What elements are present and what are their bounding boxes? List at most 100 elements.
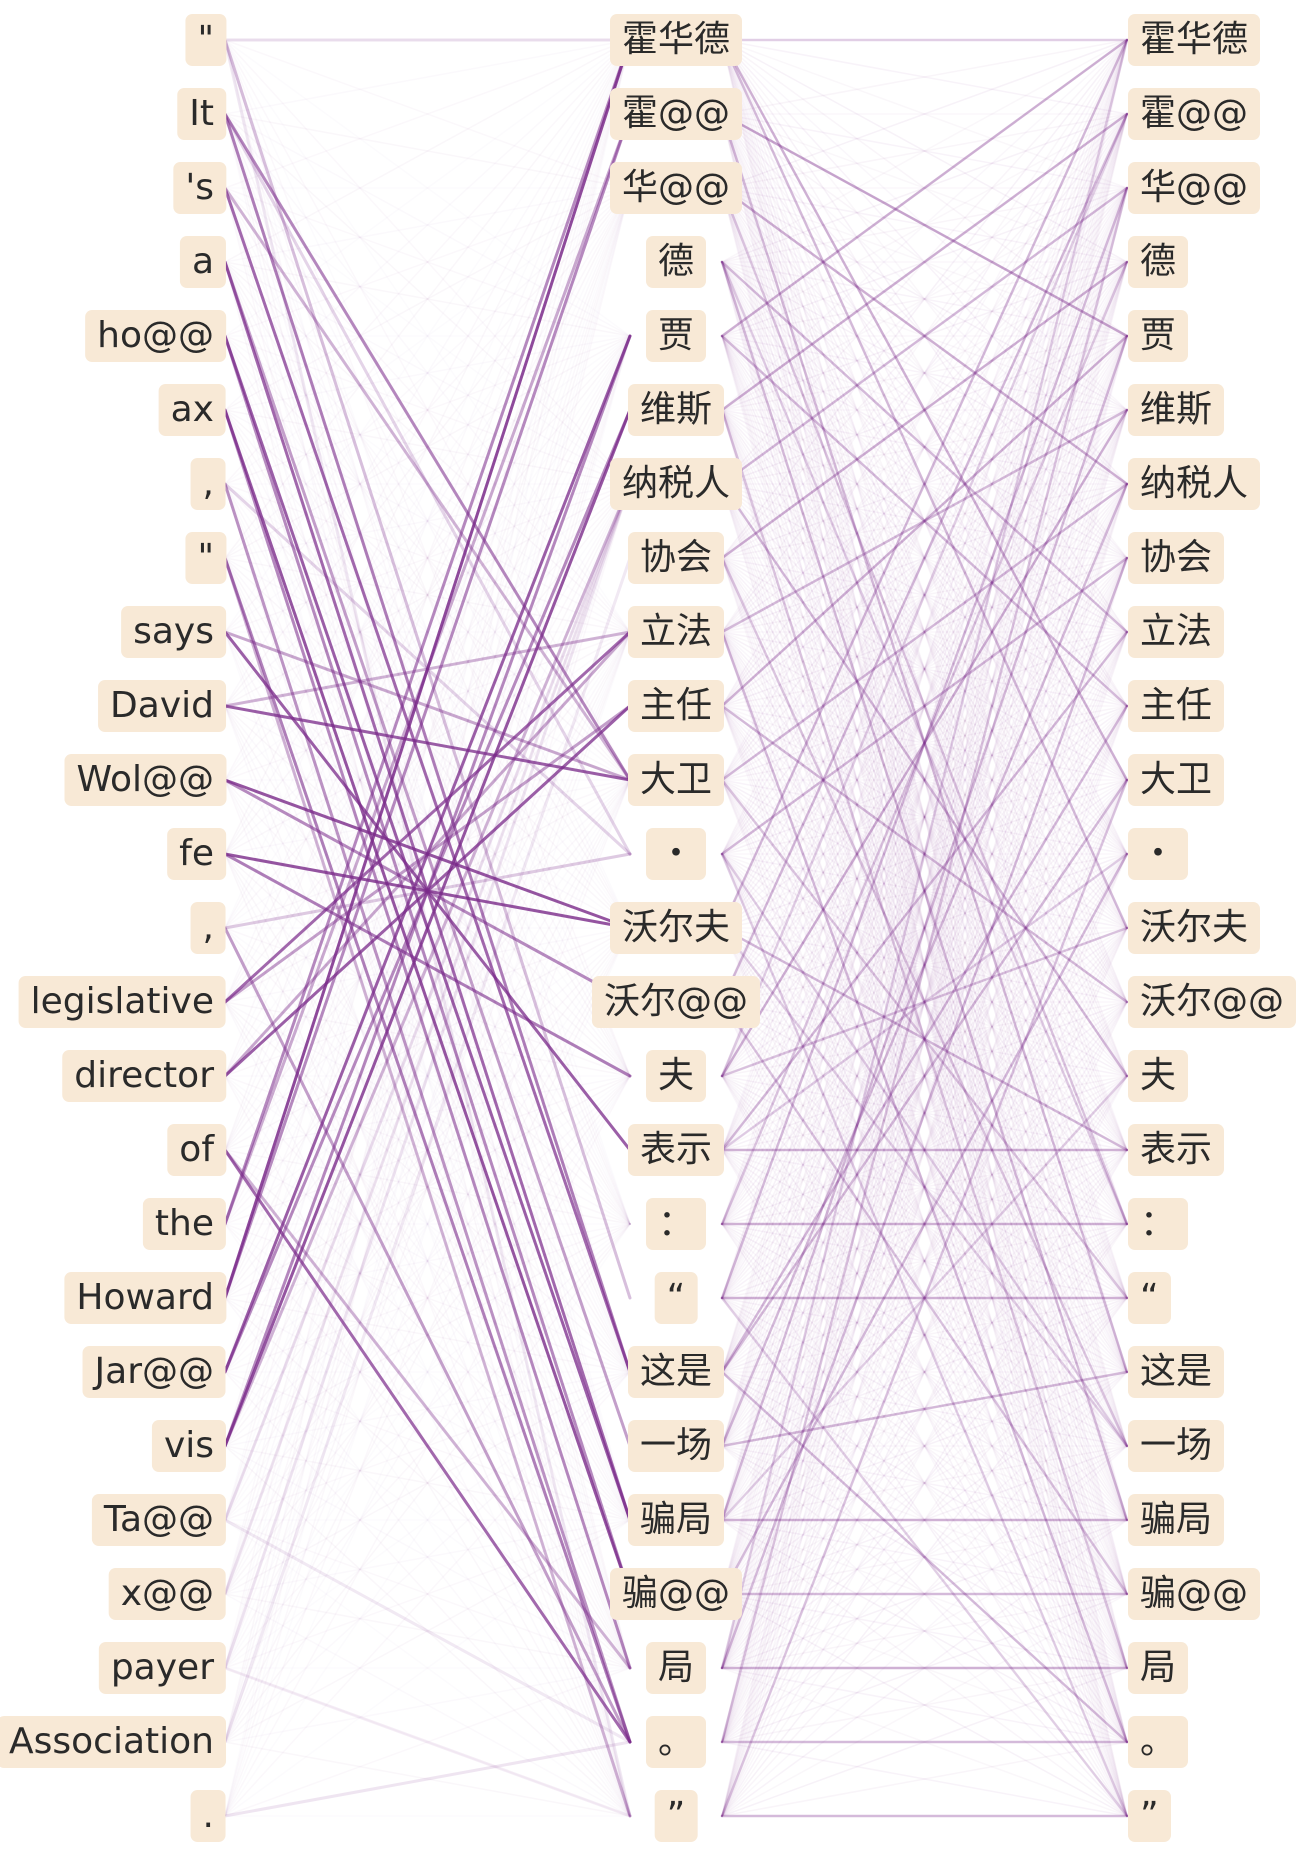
target-token: 德 xyxy=(1128,236,1189,288)
faint-link-middle-right xyxy=(721,1371,1128,1669)
faint-link-middle-right xyxy=(721,409,1128,1373)
faint-link-middle-right xyxy=(721,39,1128,337)
link-middle-right xyxy=(720,482,1129,782)
faint-link-middle-right xyxy=(721,335,1128,1743)
faint-link-middle-right xyxy=(721,335,1128,781)
faint-link-middle-right xyxy=(721,1001,1128,1817)
faint-link-middle-right xyxy=(721,1445,1128,1595)
faint-link-middle-right xyxy=(721,779,1128,1817)
link-left-middle xyxy=(223,482,632,1670)
faint-link-middle-right xyxy=(721,1149,1128,1595)
link-left-middle xyxy=(223,408,632,1596)
link-left-middle xyxy=(223,1740,632,1818)
faint-link-middle-right xyxy=(721,335,1128,1521)
target-token: 贾 xyxy=(1128,310,1189,362)
source-token: Jar@@ xyxy=(82,1346,226,1398)
link-middle-right xyxy=(720,186,1129,1226)
faint-link-middle-right xyxy=(721,261,1128,485)
faint-link-middle-right xyxy=(721,557,1128,1077)
faint-link-middle-right xyxy=(721,1001,1128,1077)
faint-link-middle-right xyxy=(721,779,1128,1373)
faint-link-middle-right xyxy=(721,113,1128,1077)
link-middle-right xyxy=(720,482,1129,1078)
link-left-middle xyxy=(223,186,632,1374)
faint-link-middle-right xyxy=(721,39,1128,189)
faint-link-middle-right xyxy=(721,483,1128,1151)
faint-link-middle-right xyxy=(721,853,1128,1299)
faint-link-middle-right xyxy=(721,705,1128,1595)
faint-link-middle-right xyxy=(721,631,1128,1225)
middle-token: 表示 xyxy=(627,1124,725,1176)
faint-link-left-middle xyxy=(224,1297,631,1373)
faint-link-middle-right xyxy=(721,1223,1128,1373)
middle-token: 主任 xyxy=(627,680,725,732)
faint-link-middle-right xyxy=(721,113,1128,1447)
faint-link-middle-right xyxy=(721,631,1128,1817)
faint-link-middle-right xyxy=(721,705,1128,781)
faint-link-middle-right xyxy=(721,409,1128,1817)
link-middle-right xyxy=(720,630,1129,1152)
faint-link-middle-right xyxy=(721,853,1128,929)
faint-link-middle-right xyxy=(721,335,1128,411)
faint-link-middle-right xyxy=(721,1445,1128,1521)
link-left-middle xyxy=(223,556,632,1818)
faint-link-middle-right xyxy=(721,1075,1128,1373)
link-left-middle xyxy=(223,38,632,1300)
faint-link-middle-right xyxy=(721,39,1128,1817)
faint-link-middle-right xyxy=(721,557,1128,1595)
source-token: . xyxy=(190,1790,226,1842)
faint-link-middle-right xyxy=(721,483,1128,1521)
faint-link-middle-right xyxy=(721,483,1128,1373)
faint-link-middle-right xyxy=(721,39,1128,1447)
faint-link-middle-right xyxy=(721,779,1128,1003)
faint-link-middle-right xyxy=(721,1001,1128,1299)
faint-link-middle-right xyxy=(721,187,1128,1373)
link-middle-right xyxy=(720,38,1129,782)
faint-link-middle-right xyxy=(721,39,1128,1595)
faint-link-middle-right xyxy=(721,557,1128,1817)
faint-link-middle-right xyxy=(721,113,1128,929)
faint-link-middle-right xyxy=(721,779,1128,855)
faint-link-middle-right xyxy=(721,557,1128,707)
faint-link-middle-right xyxy=(721,631,1128,1151)
faint-link-middle-right xyxy=(721,705,1128,855)
link-middle-right xyxy=(720,112,1129,1374)
faint-link-middle-right xyxy=(721,927,1128,1003)
faint-link-middle-right xyxy=(721,1149,1128,1225)
faint-link-middle-right xyxy=(721,409,1128,1447)
faint-link-middle-right xyxy=(721,483,1128,1817)
link-left-middle xyxy=(223,334,632,1448)
link-left-middle xyxy=(223,482,632,856)
faint-link-left-middle xyxy=(224,113,631,189)
faint-link-middle-right xyxy=(721,261,1128,1299)
faint-link-middle-right xyxy=(721,113,1128,1447)
faint-link-middle-right xyxy=(721,39,1128,1817)
faint-link-middle-right xyxy=(721,1075,1128,1669)
faint-link-middle-right xyxy=(721,631,1128,1077)
faint-link-middle-right xyxy=(721,39,1128,707)
faint-link-middle-right xyxy=(721,335,1128,855)
faint-link-middle-right xyxy=(721,39,1128,559)
faint-link-left-middle xyxy=(224,1519,631,1743)
faint-link-middle-right xyxy=(721,1149,1128,1817)
faint-link-middle-right xyxy=(721,1297,1128,1595)
faint-link-middle-right xyxy=(721,779,1128,1743)
faint-link-middle-right xyxy=(721,335,1128,485)
faint-link-middle-right xyxy=(721,483,1128,559)
target-token: ” xyxy=(1128,1790,1171,1842)
faint-link-middle-right xyxy=(721,187,1128,1151)
faint-link-middle-right xyxy=(721,39,1128,855)
faint-link-middle-right xyxy=(721,1223,1128,1669)
link-middle-right xyxy=(720,556,1129,1670)
target-token: 局 xyxy=(1128,1642,1189,1694)
faint-link-left-middle xyxy=(224,261,631,929)
faint-link-middle-right xyxy=(721,557,1128,781)
link-left-middle xyxy=(223,1666,632,1818)
faint-link-middle-right xyxy=(721,1297,1128,1595)
faint-link-middle-right xyxy=(721,335,1128,1595)
faint-link-middle-right xyxy=(721,705,1128,1669)
target-token: 。 xyxy=(1128,1716,1189,1768)
faint-link-middle-right xyxy=(721,39,1128,707)
faint-link-middle-right xyxy=(721,1371,1128,1669)
faint-link-middle-right xyxy=(721,557,1128,1373)
